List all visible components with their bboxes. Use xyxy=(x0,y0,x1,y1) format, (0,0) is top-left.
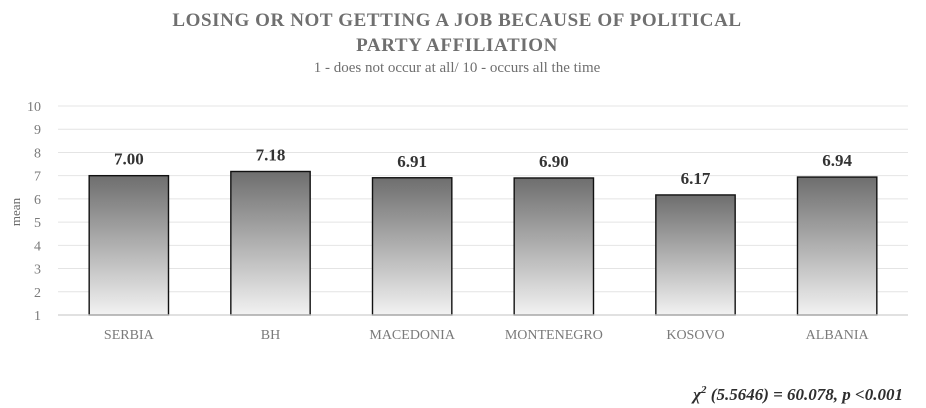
y-tick-label: 6 xyxy=(34,193,41,208)
data-labels: 7.00 7.18 6.91 6.90 6.17 6.94 xyxy=(114,145,853,187)
bar-macedonia xyxy=(371,177,453,316)
bar-serbia xyxy=(88,174,170,316)
chart-subtitle: 1 - does not occur at all/ 10 - occurs a… xyxy=(314,60,601,76)
x-tick-label: MONTENEGRO xyxy=(505,328,603,343)
y-tick-label: 5 xyxy=(34,216,41,231)
y-tick-label: 2 xyxy=(34,286,41,301)
bar-albania xyxy=(796,176,878,316)
chi-symbol: χ xyxy=(691,385,702,404)
data-label: 6.94 xyxy=(822,151,852,170)
y-tick-label: 7 xyxy=(34,170,41,185)
x-tick-label: ALBANIA xyxy=(806,328,870,343)
chi-statistic: (5.5646) = 60.078, p <0.001 xyxy=(707,385,903,404)
y-tick-label: 4 xyxy=(34,239,41,254)
x-tick-label: SERBIA xyxy=(104,328,155,343)
chi-superscript: 2 xyxy=(700,384,707,396)
x-tick-label: BH xyxy=(261,328,280,343)
data-label: 7.00 xyxy=(114,150,144,169)
data-label: 6.17 xyxy=(681,169,711,188)
y-axis-ticks: 1 2 3 4 5 6 7 8 9 10 xyxy=(27,100,41,324)
x-axis-ticks: SERBIA BH MACEDONIA MONTENEGRO KOSOVO ALBANIA xyxy=(104,328,870,343)
bar-montenegro xyxy=(513,177,595,316)
data-label: 6.90 xyxy=(539,152,569,171)
chi-square-note: χ2 (5.5646) = 60.078, p <0.001 xyxy=(691,384,903,404)
data-label: 7.18 xyxy=(256,145,286,164)
y-tick-label: 1 xyxy=(34,309,41,324)
y-tick-label: 3 xyxy=(34,263,41,278)
y-tick-label: 9 xyxy=(34,123,41,138)
data-label: 6.91 xyxy=(397,152,427,171)
y-tick-label: 10 xyxy=(27,100,41,115)
bars xyxy=(88,170,878,316)
x-tick-label: MACEDONIA xyxy=(369,328,455,343)
y-tick-label: 8 xyxy=(34,146,41,161)
x-tick-label: KOSOVO xyxy=(666,328,724,343)
chart-title-line-2: PARTY AFFILIATION xyxy=(356,35,558,56)
y-axis-label: mean xyxy=(8,197,23,226)
bar-kosovo xyxy=(655,194,736,316)
gridlines xyxy=(58,105,908,293)
bar-bh xyxy=(230,170,311,316)
chart-title-line-1: LOSING OR NOT GETTING A JOB BECAUSE OF P… xyxy=(172,10,741,31)
